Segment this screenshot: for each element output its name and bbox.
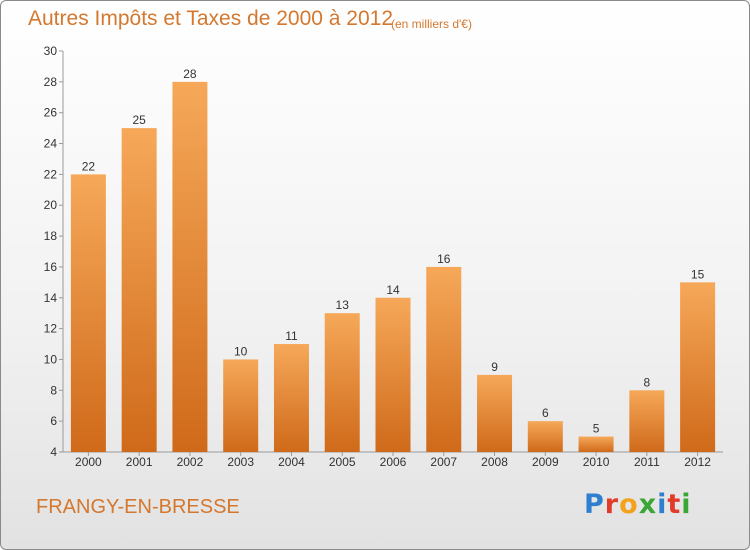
y-tick-label: 24 — [44, 137, 58, 151]
bar-2006 — [375, 297, 411, 452]
chart-subtitle: (en milliers d'€) — [391, 17, 472, 31]
data-label-2007: 16 — [437, 252, 451, 266]
y-tick-label: 14 — [44, 291, 58, 305]
bar-2004 — [273, 344, 309, 452]
logo-letter: i — [681, 489, 692, 520]
chart-title: Autres Impôts et Taxes de 2000 à 2012 — [28, 7, 394, 30]
data-label-2010: 5 — [593, 422, 600, 436]
y-tick-label: 26 — [44, 106, 58, 120]
y-tick-label: 4 — [50, 445, 57, 459]
x-tick-label-2002: 2002 — [177, 455, 204, 469]
data-label-2004: 11 — [285, 329, 298, 343]
data-label-2001: 25 — [132, 113, 146, 127]
data-label-2003: 10 — [234, 344, 248, 358]
x-tick-label-2001: 2001 — [126, 455, 153, 469]
bar-2008 — [477, 374, 513, 452]
y-tick-label: 18 — [44, 229, 58, 243]
logo-letter: P — [584, 489, 605, 520]
bar-2011 — [629, 390, 665, 452]
y-tick-label: 28 — [44, 75, 58, 89]
y-tick-label: 8 — [50, 383, 57, 397]
y-tick-label: 12 — [44, 322, 58, 336]
x-axis: 2000 2001 2002 2003 2004 2005 2006 2007 2008 2009… — [63, 451, 723, 469]
data-label-2006: 14 — [386, 283, 400, 297]
logo-letter: t — [667, 489, 682, 520]
bar-2012 — [680, 282, 716, 452]
logo-letter: r — [604, 489, 620, 520]
data-label-2009: 6 — [542, 406, 549, 420]
data-label-2005: 13 — [336, 298, 350, 312]
y-tick-label: 22 — [44, 167, 58, 181]
bar-2007 — [426, 266, 462, 452]
commune-name: FRANGY-EN-BRESSE — [36, 496, 240, 518]
y-tick-label: 10 — [44, 352, 58, 366]
logo-letter: o — [619, 489, 639, 520]
data-label-2012: 15 — [691, 267, 705, 281]
bar-2003 — [223, 359, 259, 452]
data-label-2000: 22 — [82, 159, 96, 173]
x-tick-label-2005: 2005 — [329, 455, 356, 469]
proxiti-logo[interactable]: Proxiti — [584, 489, 692, 520]
data-label-2002: 28 — [183, 67, 197, 81]
data-labels: 22 25 28 10 11 13 14 16 9 6 5 8 15 — [82, 67, 705, 436]
bar-2001 — [121, 128, 157, 452]
x-tick-label-2007: 2007 — [430, 455, 457, 469]
data-label-2008: 9 — [491, 360, 498, 374]
x-tick-label-2009: 2009 — [532, 455, 559, 469]
data-label-2011: 8 — [644, 375, 651, 389]
y-tick-label: 20 — [44, 198, 58, 212]
x-tick-label-2006: 2006 — [380, 455, 407, 469]
bar-2000 — [70, 174, 106, 452]
logo-letter: i — [657, 489, 668, 520]
y-axis: 4 6 8 10 12 14 16 18 20 22 24 26 28 30 — [44, 44, 64, 459]
bar-2009 — [527, 421, 563, 452]
bar-2005 — [324, 313, 360, 452]
y-tick-label: 30 — [44, 44, 58, 58]
x-tick-label-2012: 2012 — [684, 455, 711, 469]
bars — [70, 81, 716, 452]
y-tick-label: 16 — [44, 260, 58, 274]
x-tick-label-2010: 2010 — [583, 455, 610, 469]
x-tick-label-2000: 2000 — [75, 455, 102, 469]
y-tick-label: 6 — [50, 414, 57, 428]
x-tick-label-2004: 2004 — [278, 455, 305, 469]
x-tick-label-2003: 2003 — [227, 455, 254, 469]
x-tick-label-2011: 2011 — [634, 455, 660, 469]
logo-letter: x — [638, 489, 658, 520]
x-tick-label-2008: 2008 — [481, 455, 508, 469]
bar-2002 — [172, 81, 208, 452]
bar-2010 — [578, 436, 614, 452]
